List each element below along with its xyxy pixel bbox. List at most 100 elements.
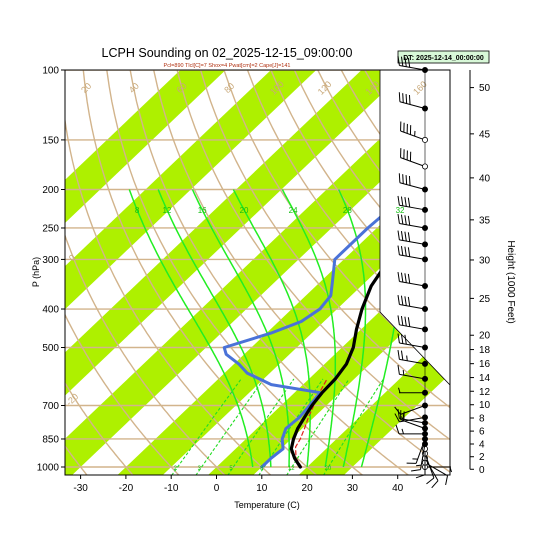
height-tick-label: 25 <box>479 294 491 305</box>
wind-barb-dot <box>421 414 428 421</box>
wind-barb-flag <box>404 231 407 242</box>
wind-barb-staff <box>424 453 435 479</box>
wind-barb-flag <box>407 296 411 307</box>
wind-barb-flag <box>397 195 400 206</box>
wind-barb <box>398 173 428 193</box>
wind-barb-staff <box>399 304 426 310</box>
wind-barb-flag <box>398 92 401 102</box>
wind-barb-flag <box>407 57 411 68</box>
wind-barb-dot <box>421 186 428 193</box>
wind-barb-flag <box>404 215 407 225</box>
wind-barb-staff <box>399 204 426 211</box>
wind-barb-half-flag <box>449 466 452 473</box>
wind-barb-staff <box>400 405 426 415</box>
wind-barb-flag <box>404 316 407 327</box>
dry-adiabat-line <box>153 70 450 473</box>
wind-barb-dot <box>421 282 428 289</box>
mixing-ratio-label: 8 <box>260 466 264 472</box>
height-tick-label: 16 <box>479 359 491 370</box>
wind-barb-flag <box>400 246 404 256</box>
wind-barb-dot <box>421 326 428 333</box>
wind-barb <box>421 463 452 473</box>
wind-barb-flag <box>408 94 411 105</box>
x-tick-label: 0 <box>214 483 220 494</box>
wind-barb-staff <box>399 324 426 330</box>
wind-barb-flag <box>400 56 404 67</box>
height-tick-label: 0 <box>479 465 485 476</box>
saturated-adiabat-line <box>191 189 290 467</box>
wind-barb-staff <box>424 457 439 481</box>
wind-barb-dot <box>421 344 428 351</box>
dry-adiabat-line <box>65 381 134 475</box>
wind-barb-flag <box>402 174 404 184</box>
barb-panel-background <box>380 70 450 475</box>
dry-adiabat-label: 20 <box>79 81 93 95</box>
height-tick-label: 10 <box>479 400 491 411</box>
wind-barb-flag <box>400 231 404 241</box>
dry-adiabat-line <box>65 116 272 475</box>
wind-barb-dot <box>421 375 428 382</box>
chart-title: LCPH Sounding on 02_2025-12-15_09:00:00 <box>102 46 353 60</box>
saturated-adiabat-label: 20 <box>240 206 249 215</box>
wind-barb-flag <box>404 296 407 306</box>
wind-barb <box>397 364 428 382</box>
dry-adiabat-line <box>65 313 180 475</box>
dry-adiabat-line <box>65 233 226 475</box>
wind-barb <box>397 245 428 263</box>
height-tick-label: 45 <box>479 129 491 140</box>
y-tick-label: 500 <box>42 343 59 354</box>
height-tick-label: 14 <box>479 373 491 384</box>
wind-barb-staff <box>399 342 426 348</box>
wind-barb-flag <box>408 175 411 186</box>
dry-adiabat-line <box>246 70 450 346</box>
wind-barb-flag <box>397 349 400 360</box>
datetime-label: DT: 2025-12-14_00:00:00 <box>403 55 484 62</box>
saturated-adiabat-label: 16 <box>198 206 207 215</box>
dry-adiabat-label: 80 <box>222 81 236 95</box>
wind-barb-flag <box>426 477 435 485</box>
wind-barb-flag <box>395 424 400 434</box>
saturated-adiabat-line <box>157 189 272 468</box>
wind-barb <box>397 333 428 351</box>
wind-barb-flag <box>400 196 404 206</box>
wind-barb-half-flag <box>416 464 422 467</box>
plot-clip-group <box>65 70 450 475</box>
wind-barb-flag <box>397 214 400 224</box>
height-axis-label: Height (1000 Feet) <box>505 240 516 323</box>
saturated-adiabat-line <box>232 189 312 468</box>
wind-barb-flag <box>411 469 421 472</box>
dry-adiabat-line <box>65 444 88 475</box>
wind-barb-flag <box>402 93 404 103</box>
dry-adiabat-line <box>82 70 318 475</box>
wind-barb-staff <box>399 222 426 229</box>
wind-barb <box>397 409 428 427</box>
plot-frame <box>64 69 451 476</box>
wind-barb-flag <box>397 364 400 375</box>
dry-adiabat-line <box>176 70 450 441</box>
wind-barb-flag <box>400 315 404 326</box>
wind-barb-flag <box>404 197 407 207</box>
chart-subtitle: Pcl=890 Tlcl[C]=7 Shox=4 Pwat[cm]=2 Cape… <box>164 63 291 69</box>
mixing-ratio-line <box>195 378 265 475</box>
y-tick-label: 700 <box>42 401 59 412</box>
plot-area: 8 12 16 20 24 28 322 3 5 8 12 201601401201008060402… <box>64 70 451 475</box>
wind-barb-flag <box>400 214 404 225</box>
y-tick-label: 400 <box>42 305 59 316</box>
wind-barb-half-flag <box>402 369 405 376</box>
wind-barb <box>400 121 428 143</box>
wind-barb <box>397 56 428 74</box>
wind-barb <box>397 230 428 248</box>
saturated-adiabat-label: 8 <box>135 206 140 215</box>
wind-barb-half-flag <box>402 414 405 420</box>
wind-barb-staff <box>400 130 426 141</box>
wind-barb-flag <box>397 295 400 305</box>
wind-barb-dot <box>421 435 428 442</box>
wind-barb <box>421 459 449 486</box>
y-tick-label: 300 <box>42 255 59 266</box>
wind-barb-half-flag <box>401 428 404 434</box>
wind-barb <box>394 413 428 423</box>
wind-barb-staff <box>399 182 426 190</box>
mixing-ratio-label: 12 <box>288 466 295 472</box>
height-tick-label: 50 <box>479 83 491 94</box>
